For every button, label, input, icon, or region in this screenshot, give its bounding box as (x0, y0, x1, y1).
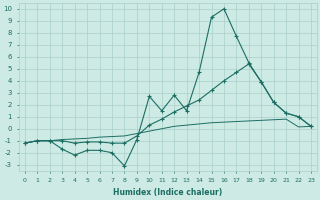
X-axis label: Humidex (Indice chaleur): Humidex (Indice chaleur) (113, 188, 223, 197)
